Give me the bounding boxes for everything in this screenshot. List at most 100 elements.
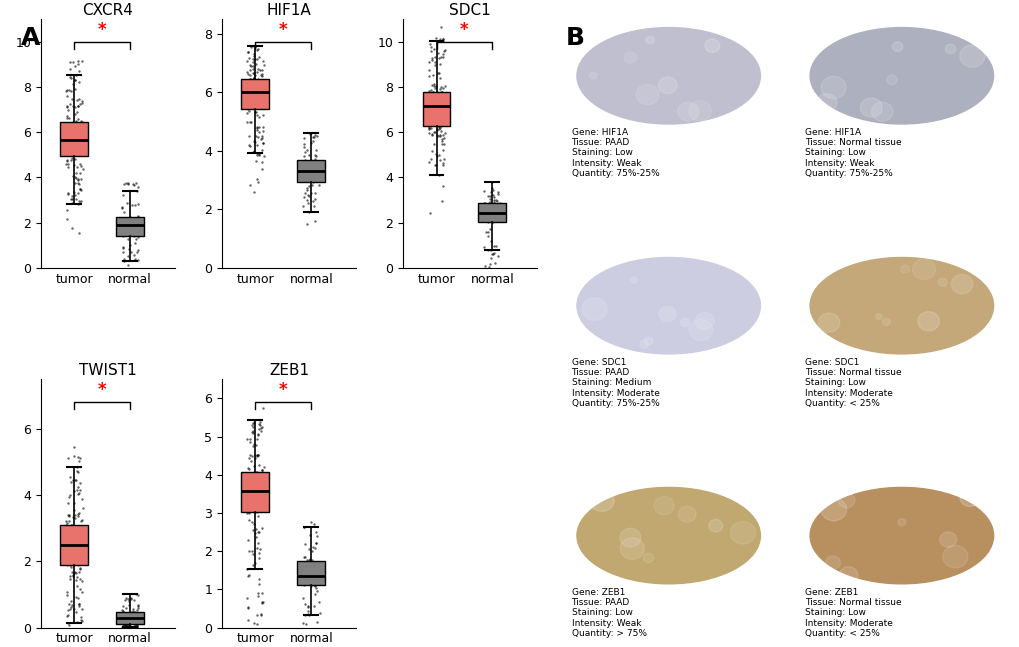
Point <box>255 471 271 481</box>
Point <box>240 86 257 96</box>
Point <box>239 47 256 57</box>
Point <box>116 227 132 237</box>
Point <box>244 545 260 556</box>
Point <box>239 602 256 612</box>
Point <box>58 520 74 531</box>
Point <box>116 613 132 623</box>
Point <box>311 608 327 619</box>
Point <box>245 421 261 432</box>
Ellipse shape <box>860 98 881 117</box>
Point <box>245 85 261 96</box>
Point <box>61 531 77 542</box>
Point <box>69 113 86 124</box>
Point <box>309 160 325 170</box>
Point <box>60 118 76 128</box>
Point <box>482 245 498 255</box>
Point <box>490 187 506 197</box>
Point <box>250 177 266 187</box>
Point <box>59 100 75 111</box>
Point <box>65 57 82 67</box>
Point <box>64 511 81 521</box>
Point <box>130 211 147 221</box>
Point <box>68 572 85 582</box>
Point <box>64 139 81 149</box>
Point <box>121 609 138 619</box>
Point <box>420 57 436 67</box>
Point <box>250 93 266 103</box>
Point <box>435 83 451 93</box>
Point <box>250 450 266 460</box>
Ellipse shape <box>817 313 839 333</box>
Point <box>127 618 144 628</box>
Point <box>296 522 312 532</box>
Title: CXCR4: CXCR4 <box>83 3 133 18</box>
Point <box>480 209 496 219</box>
Point <box>61 118 77 129</box>
Point <box>118 622 135 633</box>
Point <box>64 559 81 569</box>
Point <box>243 42 259 52</box>
Point <box>249 494 265 504</box>
Point <box>302 564 318 574</box>
Point <box>74 604 91 615</box>
Point <box>67 476 84 486</box>
Point <box>254 100 270 111</box>
Point <box>240 91 257 102</box>
Point <box>249 450 265 460</box>
Point <box>240 488 257 499</box>
Point <box>66 498 83 509</box>
Point <box>299 183 315 193</box>
Point <box>60 498 76 508</box>
Point <box>65 549 82 559</box>
Point <box>249 502 265 512</box>
Point <box>296 159 312 170</box>
Point <box>294 618 311 628</box>
Point <box>431 150 447 160</box>
Point <box>491 212 507 222</box>
Point <box>300 198 316 208</box>
Point <box>255 403 271 413</box>
Point <box>246 72 262 83</box>
Point <box>427 90 443 100</box>
Point <box>249 501 265 511</box>
Point <box>255 56 271 66</box>
Point <box>242 450 258 460</box>
Point <box>68 138 85 149</box>
Point <box>251 579 267 589</box>
Point <box>115 606 131 617</box>
Point <box>309 159 325 169</box>
Point <box>308 131 324 141</box>
Point <box>428 109 444 119</box>
Point <box>246 461 262 471</box>
Point <box>118 620 135 631</box>
Point <box>296 151 312 161</box>
Point <box>128 621 145 631</box>
Point <box>243 75 259 85</box>
Point <box>433 87 449 97</box>
Point <box>245 560 261 570</box>
Point <box>65 148 82 158</box>
Point <box>491 209 507 219</box>
Point <box>297 551 313 562</box>
Point <box>301 610 317 620</box>
Point <box>58 155 74 165</box>
Point <box>251 419 267 430</box>
Point <box>423 104 439 115</box>
Ellipse shape <box>809 258 993 354</box>
Point <box>71 564 88 574</box>
Point <box>68 148 85 159</box>
Text: Gene: SDC1
Tissue: PAAD
Staining: Medium
Intensity: Moderate
Quantity: 75%-25%: Gene: SDC1 Tissue: PAAD Staining: Medium… <box>571 358 658 408</box>
Ellipse shape <box>892 42 902 51</box>
Point <box>62 71 78 82</box>
Point <box>296 580 312 591</box>
Point <box>248 532 264 542</box>
Point <box>74 148 91 159</box>
Point <box>239 509 256 519</box>
Point <box>435 111 451 121</box>
Point <box>249 480 265 490</box>
Point <box>303 562 319 572</box>
Point <box>239 76 256 87</box>
Point <box>70 101 87 111</box>
Point <box>65 159 82 170</box>
Point <box>58 159 74 170</box>
